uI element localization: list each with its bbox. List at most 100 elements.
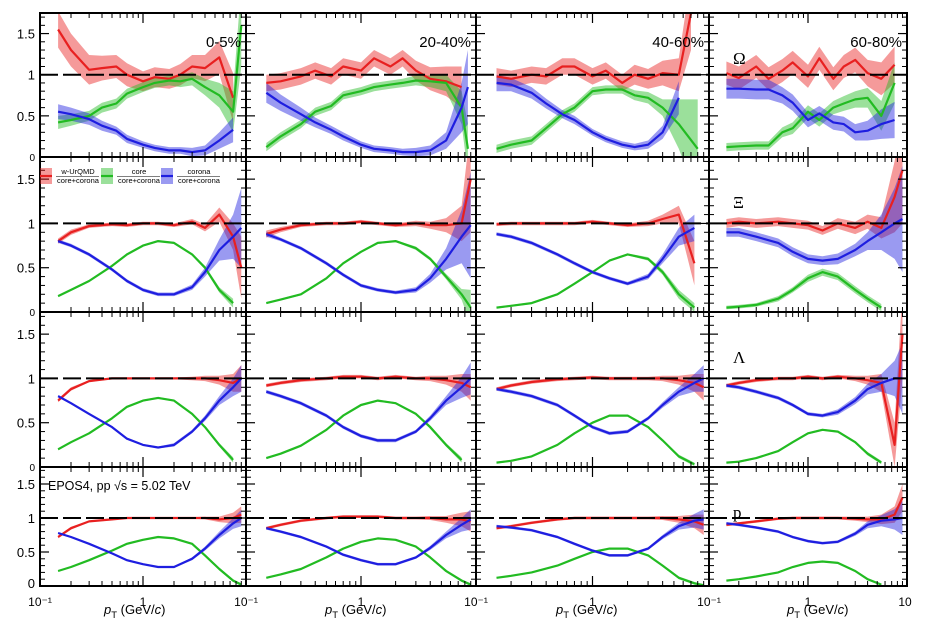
y-tick-label: 1	[28, 371, 35, 386]
panel-plot-area	[726, 484, 904, 586]
x-axis-label-unit-pre: (GeV/	[804, 602, 838, 617]
line-core	[265, 399, 463, 461]
y-tick-label-zero: 0	[28, 576, 35, 591]
legend-label-numerator: w-UrQMD	[60, 167, 95, 176]
band-corona	[726, 501, 903, 545]
x-tick-label: 10⁻¹	[234, 595, 258, 609]
line-wurqmd	[265, 178, 472, 236]
x-tick-label: 10	[898, 595, 912, 609]
band-wurqmd	[496, 13, 691, 92]
band-corona	[266, 50, 468, 157]
centrality-label: 40-60%	[652, 34, 704, 51]
band-core	[58, 13, 242, 133]
panel-plot-area	[265, 157, 472, 312]
panel-plot-area	[266, 509, 472, 586]
particle-label: p	[733, 503, 742, 522]
line-core	[266, 537, 472, 586]
panel-plot-area	[57, 13, 243, 157]
line-core	[57, 240, 234, 304]
panel-plot-area	[57, 188, 243, 308]
line-corona	[496, 81, 680, 149]
panels-layer: 0.5 1 1.5 0 0-5% 20-40% 40-60% 60-80% Ω 0.5 1 1.5 0 Ξ…	[17, 12, 912, 609]
line-corona	[726, 377, 903, 417]
band-wurqmd	[266, 511, 471, 532]
band-wurqmd	[266, 374, 471, 401]
x-axis-label-main: p	[103, 602, 111, 617]
particle-label: Ω	[733, 49, 746, 68]
x-tick-label: 1	[805, 595, 812, 609]
band-corona	[726, 78, 895, 141]
line-core	[265, 79, 469, 149]
panel-r4-c2: 10⁻¹ 1	[234, 466, 477, 609]
legend-label-numerator: corona	[188, 167, 212, 176]
band-wurqmd	[266, 50, 462, 108]
legend-label-numerator: core	[132, 167, 147, 176]
x-tick-label: 1	[589, 595, 596, 609]
x-axis-label-unit-c: c	[838, 602, 845, 617]
line-corona	[266, 518, 472, 566]
band-wurqmd	[266, 157, 471, 242]
x-axis-label-unit-post: )	[844, 602, 848, 617]
x-axis-label-unit-c: c	[607, 602, 614, 617]
y-tick-label: 1	[28, 68, 35, 83]
x-axis-label-col-1: pT (GeV/c)	[103, 602, 165, 621]
line-corona	[57, 227, 243, 296]
centrality-label: 60-80%	[850, 34, 902, 51]
panel-r4-c4: 10⁻¹ 1 10 p	[697, 466, 912, 609]
line-wurqmd	[496, 516, 705, 530]
y-tick-label: 1.5	[17, 477, 35, 492]
band-core	[726, 62, 895, 152]
line-corona	[496, 226, 695, 285]
panel-r3-c1: 0.5 1 1.5 0	[17, 311, 247, 474]
line-corona	[726, 516, 903, 545]
line-core	[57, 396, 234, 461]
line-wurqmd	[725, 57, 896, 80]
line-corona	[57, 517, 242, 569]
panel-frame	[708, 466, 908, 587]
panel-frame	[245, 156, 477, 313]
panel-r1-c4: 60-80% Ω	[708, 12, 908, 158]
y-tick-label: 0.5	[17, 416, 35, 431]
x-axis-label-unit-c: c	[376, 602, 383, 617]
annotation-post: = 5.02 TeV	[127, 479, 191, 493]
panel-r1-c3: 40-60%	[475, 12, 710, 158]
band-core	[496, 85, 698, 157]
y-tick-label: 0.5	[17, 545, 35, 560]
line-corona	[496, 518, 704, 557]
band-corona	[726, 165, 903, 273]
panel-r2-c4: Ξ	[708, 156, 908, 313]
x-axis-label-sub: T	[111, 610, 117, 621]
y-tick-label-zero-clipped: 0	[29, 463, 35, 474]
panel-frame	[475, 311, 710, 468]
panel-plot-area	[726, 312, 904, 467]
x-axis-label-col-3: pT (GeV/c)	[555, 602, 617, 621]
x-axis-label-unit-pre: (GeV/	[573, 602, 607, 617]
x-axis-label-main: p	[786, 602, 794, 617]
y-tick-label: 0.5	[17, 109, 35, 124]
x-axis-label-main: p	[324, 602, 332, 617]
panel-plot-area	[725, 46, 896, 152]
line-wurqmd	[57, 28, 235, 99]
line-wurqmd	[496, 376, 705, 391]
panel-plot-area	[496, 365, 705, 467]
y-tick-label: 1.5	[17, 172, 35, 187]
centrality-label: 0-5%	[206, 34, 241, 51]
line-corona	[726, 218, 904, 262]
band-corona	[496, 74, 679, 151]
line-corona	[496, 377, 705, 435]
annotation-s: s	[121, 479, 127, 493]
particle-label: Ξ	[733, 193, 744, 212]
line-core	[726, 271, 882, 309]
line-corona	[265, 224, 472, 294]
band-corona	[266, 172, 471, 295]
panel-r2-c1: 0.5 1 1.5 0	[17, 156, 247, 319]
panel-plot-area	[57, 365, 243, 463]
x-axis-label-unit-c: c	[155, 602, 162, 617]
panel-plot-area	[496, 13, 699, 157]
y-tick-label: 1.5	[17, 27, 35, 42]
line-core	[57, 25, 243, 124]
x-axis-label-unit-post: )	[161, 602, 165, 617]
